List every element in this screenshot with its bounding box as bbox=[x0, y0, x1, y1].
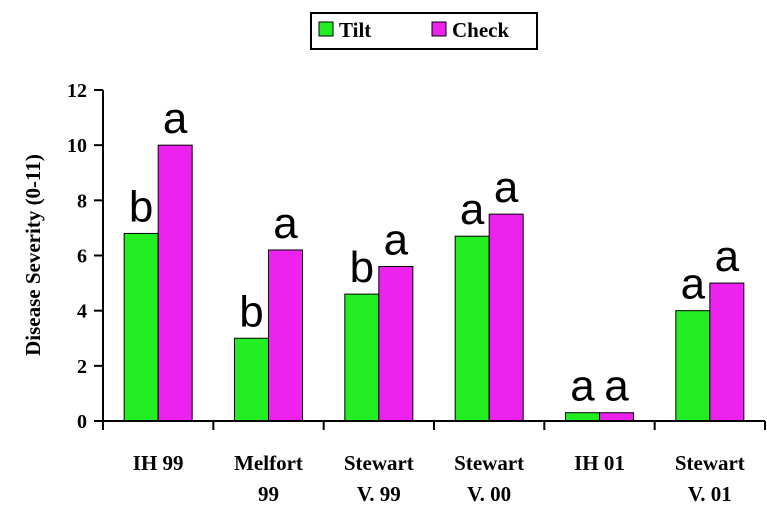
legend-swatch-check bbox=[431, 21, 447, 37]
y-tick-label-10: 10 bbox=[67, 135, 87, 157]
x-tick-label-2-0: Stewart bbox=[344, 451, 414, 475]
y-tick-label-0: 0 bbox=[77, 411, 87, 433]
sig-letter-check-1: a bbox=[273, 199, 298, 248]
bar-check-0 bbox=[157, 144, 193, 422]
x-tick-label-0-0: IH 99 bbox=[133, 451, 184, 475]
x-tick-label-3-1: V. 00 bbox=[467, 482, 511, 506]
x-tick-label-3-0: Stewart bbox=[454, 451, 524, 475]
bar-tilt-4 bbox=[565, 412, 600, 422]
sig-letter-tilt-4: a bbox=[570, 362, 595, 411]
legend-box bbox=[310, 12, 538, 50]
legend-swatch-tilt bbox=[318, 21, 334, 37]
x-tick-label-5-1: V. 01 bbox=[688, 482, 732, 506]
y-tick-label-12: 12 bbox=[67, 80, 87, 102]
legend: Tilt Check bbox=[310, 12, 538, 50]
bar-check-5 bbox=[709, 282, 745, 422]
x-tick-label-5-0: Stewart bbox=[675, 451, 745, 475]
sig-letter-check-2: a bbox=[384, 216, 409, 265]
y-tick-label-8: 8 bbox=[77, 190, 87, 212]
bars-group bbox=[123, 144, 745, 422]
bar-check-1 bbox=[268, 249, 303, 422]
legend-label-check: Check bbox=[452, 18, 509, 42]
x-tick-label-2-1: V. 99 bbox=[357, 482, 401, 506]
y-tick-label-4: 4 bbox=[77, 301, 87, 323]
bar-tilt-2 bbox=[344, 293, 380, 422]
sig-letter-check-4: a bbox=[604, 362, 629, 411]
bar-check-3 bbox=[488, 213, 524, 422]
legend-label-tilt: Tilt bbox=[339, 18, 371, 42]
sig-letter-tilt-0: b bbox=[129, 182, 153, 231]
x-tick-label-1-0: Melfort bbox=[234, 451, 303, 475]
x-tick-label-4-0: IH 01 bbox=[574, 451, 625, 475]
sig-letter-tilt-1: b bbox=[239, 287, 263, 336]
bar-tilt-1 bbox=[234, 337, 269, 422]
sig-letter-check-0: a bbox=[163, 94, 188, 143]
bar-tilt-0 bbox=[123, 232, 159, 422]
sig-letter-check-5: a bbox=[715, 232, 740, 281]
bar-tilt-3 bbox=[454, 235, 490, 422]
bar-check-4 bbox=[599, 412, 634, 422]
sig-letter-tilt-3: a bbox=[460, 185, 485, 234]
y-axis: 0 2 4 6 8 10 12 bbox=[67, 80, 104, 433]
x-tick-label-1-1: 99 bbox=[258, 482, 279, 506]
x-axis: IH 99 Melfort 99 Stewart V. 99 Stewart V. 00 IH… bbox=[102, 420, 766, 506]
sig-letter-tilt-5: a bbox=[681, 260, 706, 309]
y-tick-label-6: 6 bbox=[77, 246, 87, 268]
y-axis-title: Disease Severity (0-11) bbox=[21, 154, 45, 356]
bar-check-2 bbox=[378, 266, 414, 422]
sig-letter-tilt-2: b bbox=[350, 243, 374, 292]
sig-letter-check-3: a bbox=[494, 163, 519, 212]
bar-tilt-5 bbox=[675, 310, 711, 422]
y-tick-label-2: 2 bbox=[77, 356, 87, 378]
